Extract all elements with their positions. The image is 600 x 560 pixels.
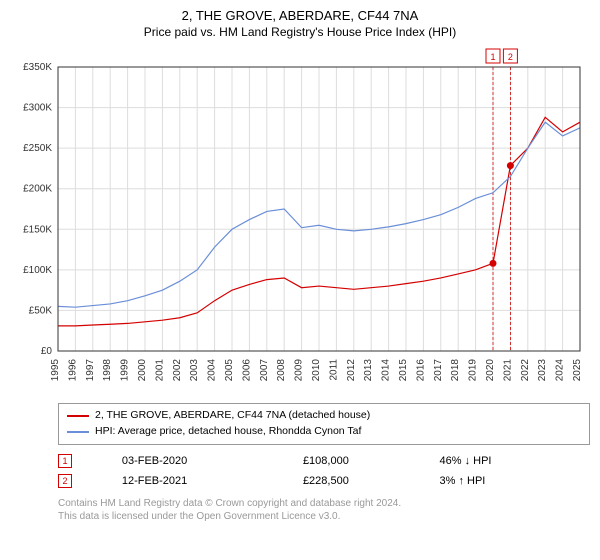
svg-text:2014: 2014 xyxy=(381,359,392,382)
svg-text:2010: 2010 xyxy=(311,359,322,382)
legend-label: HPI: Average price, detached house, Rhon… xyxy=(95,424,361,440)
legend-label: 2, THE GROVE, ABERDARE, CF44 7NA (detach… xyxy=(95,408,370,424)
svg-text:2021: 2021 xyxy=(502,359,513,382)
svg-text:2024: 2024 xyxy=(555,359,566,382)
arrow-up-icon: ↑ xyxy=(458,475,464,487)
chart-area: £0 £50K £100K £150K £200K £250K £300K £350K 1995… xyxy=(10,45,590,395)
svg-text:1995: 1995 xyxy=(50,359,61,382)
svg-text:1999: 1999 xyxy=(120,359,131,382)
txn-date: 12-FEB-2021 xyxy=(122,471,303,491)
table-row: 2 12-FEB-2021 £228,500 3% ↑ HPI xyxy=(58,471,590,491)
svg-text:2018: 2018 xyxy=(450,359,461,382)
svg-text:1998: 1998 xyxy=(102,359,113,382)
svg-text:£300K: £300K xyxy=(23,103,52,114)
svg-text:£350K: £350K xyxy=(23,62,52,73)
svg-text:2015: 2015 xyxy=(398,359,409,382)
table-row: 1 03-FEB-2020 £108,000 46% ↓ HPI xyxy=(58,451,590,471)
chart-title: 2, THE GROVE, ABERDARE, CF44 7NA xyxy=(10,8,590,23)
svg-text:2013: 2013 xyxy=(363,359,374,382)
marker-badge: 1 xyxy=(58,454,72,468)
svg-text:2004: 2004 xyxy=(207,359,218,382)
svg-text:£50K: £50K xyxy=(29,305,53,316)
svg-text:1997: 1997 xyxy=(85,359,96,382)
marker-badge: 2 xyxy=(58,474,72,488)
svg-text:£100K: £100K xyxy=(23,265,52,276)
svg-text:2001: 2001 xyxy=(154,359,165,382)
svg-text:2: 2 xyxy=(508,52,513,62)
chart-subtitle: Price paid vs. HM Land Registry's House … xyxy=(10,25,590,39)
svg-text:1996: 1996 xyxy=(67,359,78,382)
svg-text:2006: 2006 xyxy=(241,359,252,382)
svg-text:2025: 2025 xyxy=(572,359,583,382)
txn-pct: 3% ↑ HPI xyxy=(439,471,590,491)
arrow-down-icon: ↓ xyxy=(465,455,471,467)
svg-text:2007: 2007 xyxy=(259,359,270,382)
legend-item: HPI: Average price, detached house, Rhon… xyxy=(67,424,581,440)
svg-text:2016: 2016 xyxy=(415,359,426,382)
svg-text:2000: 2000 xyxy=(137,359,148,382)
svg-text:2008: 2008 xyxy=(276,359,287,382)
svg-text:£250K: £250K xyxy=(23,143,52,154)
svg-text:2005: 2005 xyxy=(224,359,235,382)
txn-pct: 46% ↓ HPI xyxy=(439,451,590,471)
svg-text:2020: 2020 xyxy=(485,359,496,382)
svg-text:2003: 2003 xyxy=(189,359,200,382)
svg-text:£200K: £200K xyxy=(23,184,52,195)
svg-text:£0: £0 xyxy=(41,346,53,357)
legend-swatch xyxy=(67,415,89,417)
svg-text:2011: 2011 xyxy=(328,359,339,381)
transactions-table: 1 03-FEB-2020 £108,000 46% ↓ HPI 2 12-FE… xyxy=(58,451,590,491)
legend-box: 2, THE GROVE, ABERDARE, CF44 7NA (detach… xyxy=(58,403,590,445)
svg-text:2019: 2019 xyxy=(468,359,479,382)
svg-text:1: 1 xyxy=(490,52,495,62)
txn-price: £228,500 xyxy=(303,471,440,491)
legend-item: 2, THE GROVE, ABERDARE, CF44 7NA (detach… xyxy=(67,408,581,424)
svg-text:2022: 2022 xyxy=(520,359,531,382)
footer-note: Contains HM Land Registry data © Crown c… xyxy=(58,497,590,523)
line-chart-svg: £0 £50K £100K £150K £200K £250K £300K £350K 1995… xyxy=(10,45,590,395)
txn-price: £108,000 xyxy=(303,451,440,471)
legend-swatch xyxy=(67,431,89,433)
svg-text:£150K: £150K xyxy=(23,224,52,235)
svg-text:2023: 2023 xyxy=(537,359,548,382)
svg-text:2009: 2009 xyxy=(294,359,305,382)
svg-text:2002: 2002 xyxy=(172,359,183,382)
svg-text:2012: 2012 xyxy=(346,359,357,382)
svg-text:2017: 2017 xyxy=(433,359,444,382)
chart-container: 2, THE GROVE, ABERDARE, CF44 7NA Price p… xyxy=(0,0,600,560)
txn-date: 03-FEB-2020 xyxy=(122,451,303,471)
